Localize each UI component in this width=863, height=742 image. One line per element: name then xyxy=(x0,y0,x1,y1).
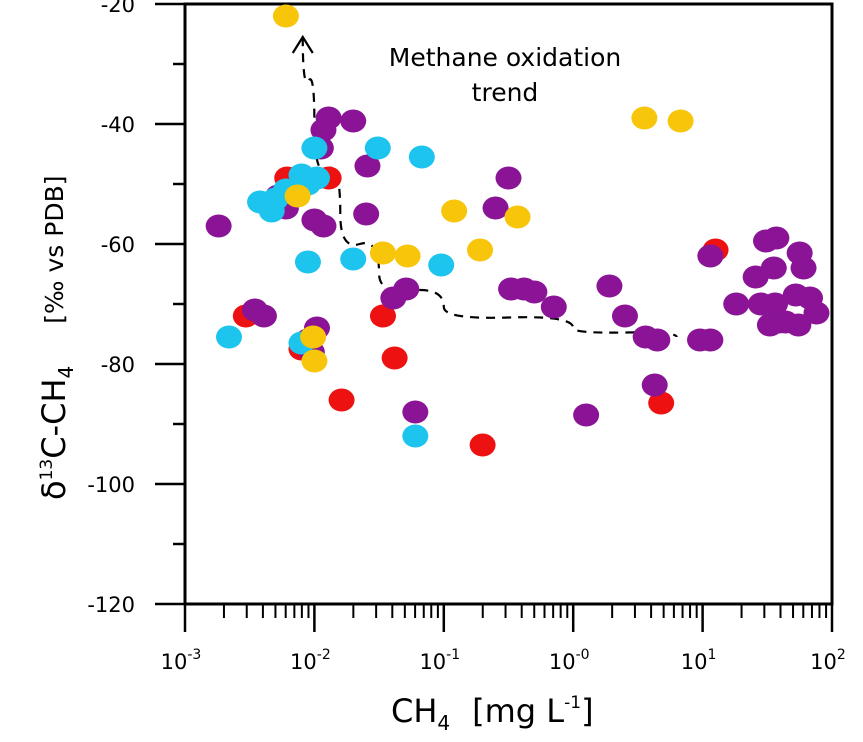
y-tick-label-3: -80 xyxy=(101,353,135,377)
point-purple-18 xyxy=(402,400,429,424)
point-red-5 xyxy=(381,346,408,370)
point-purple-17 xyxy=(393,277,420,301)
point-red-6 xyxy=(369,304,396,328)
x-tick-base: 10 xyxy=(290,650,317,674)
point-purple-25 xyxy=(573,403,600,427)
point-red-7 xyxy=(469,433,496,457)
point-purple-29 xyxy=(644,328,671,352)
point-yellow-4 xyxy=(441,199,468,223)
y-tick-label-1: -40 xyxy=(101,113,135,137)
point-yellow-1 xyxy=(284,184,311,208)
x-tick-label-2: 10-1 xyxy=(419,647,460,674)
annotation-line-1: Methane oxidation xyxy=(389,43,621,72)
point-purple-12 xyxy=(301,208,328,232)
point-cyan-14 xyxy=(340,247,367,271)
x-tick-exponent: -1 xyxy=(446,647,460,663)
point-cyan-9 xyxy=(408,145,435,169)
point-yellow-9 xyxy=(631,106,658,130)
point-purple-43 xyxy=(785,313,812,337)
x-axis-title: CH4 [mg L-1] xyxy=(391,692,594,735)
y-axis-title: δ13C-CH4 [‰ vs PDB] xyxy=(35,176,78,501)
point-yellow-3 xyxy=(394,244,421,268)
point-purple-49 xyxy=(762,292,789,316)
x-tick-base: 10 xyxy=(549,650,576,674)
point-red-8 xyxy=(648,391,675,415)
point-purple-0 xyxy=(205,214,232,238)
point-yellow-6 xyxy=(504,205,531,229)
y-tick-label-2: -60 xyxy=(101,233,135,257)
y-axis-title-subscript: 4 xyxy=(54,366,78,379)
y-axis-tick-labels: -20 -40 -60 -80 -100 -120 xyxy=(87,0,135,617)
point-yellow-0 xyxy=(272,4,299,28)
y-tick-label-4: -100 xyxy=(87,473,135,497)
point-cyan-13 xyxy=(294,250,321,274)
point-purple-30 xyxy=(641,373,668,397)
x-tick-label-1: 10-2 xyxy=(290,647,331,674)
annotation-line-2: trend xyxy=(472,78,539,107)
point-yellow-2 xyxy=(369,241,396,265)
point-purple-27 xyxy=(611,304,638,328)
x-axis-title-unit-close: ] xyxy=(581,692,593,730)
point-purple-32 xyxy=(697,328,724,352)
point-cyan-11 xyxy=(402,424,429,448)
point-cyan-10 xyxy=(428,253,455,277)
data-points xyxy=(205,4,830,457)
x-axis-title-unit-exponent: -1 xyxy=(564,693,581,713)
point-purple-10 xyxy=(353,202,380,226)
point-purple-23 xyxy=(521,280,548,304)
point-cyan-0 xyxy=(301,136,328,160)
x-axis-title-main: CH xyxy=(391,692,437,730)
point-purple-46 xyxy=(803,301,830,325)
x-axis-title-unit: [mg L xyxy=(472,692,564,730)
x-axis-tick-labels: 10-3 10-2 10-1 10-0 101 102 xyxy=(161,647,846,674)
point-purple-9 xyxy=(354,154,381,178)
point-yellow-7 xyxy=(300,325,327,349)
x-tick-exponent: 1 xyxy=(708,647,717,663)
trend-arrowhead xyxy=(291,34,314,54)
x-axis-minor-ticks xyxy=(222,604,828,618)
point-cyan-12 xyxy=(215,325,242,349)
y-axis-title-delta: δ xyxy=(35,480,73,500)
point-purple-26 xyxy=(596,274,623,298)
x-tick-exponent: -3 xyxy=(187,647,201,663)
point-purple-38 xyxy=(760,256,787,280)
x-tick-label-4: 101 xyxy=(681,647,717,674)
y-tick-label-5: -120 xyxy=(87,593,135,617)
x-tick-base: 10 xyxy=(681,650,708,674)
point-purple-7 xyxy=(315,106,342,130)
point-purple-24 xyxy=(540,295,567,319)
point-purple-8 xyxy=(340,109,367,133)
point-yellow-8 xyxy=(301,349,328,373)
x-tick-exponent: -2 xyxy=(317,647,331,663)
point-purple-34 xyxy=(723,292,750,316)
point-purple-20 xyxy=(482,196,509,220)
axis-major-ticks xyxy=(155,2,834,632)
x-tick-base: 10 xyxy=(419,650,446,674)
x-tick-base: 10 xyxy=(810,650,837,674)
y-axis-title-main: C-CH xyxy=(35,378,73,458)
y-tick-label-0: -20 xyxy=(101,0,135,17)
x-axis-title-subscript: 4 xyxy=(437,711,450,735)
point-cyan-7 xyxy=(258,199,285,223)
point-purple-19 xyxy=(495,166,522,190)
x-tick-label-0: 10-3 xyxy=(161,647,202,674)
x-tick-exponent: 2 xyxy=(837,647,846,663)
point-red-4 xyxy=(328,388,355,412)
point-purple-33 xyxy=(697,244,724,268)
point-purple-2 xyxy=(250,304,277,328)
point-cyan-6 xyxy=(288,163,315,187)
point-purple-48 xyxy=(786,241,813,265)
y-axis-title-superscript: 13 xyxy=(37,459,57,481)
y-axis-title-unit: [‰ vs PDB] xyxy=(40,176,69,324)
x-tick-label-3: 10-0 xyxy=(549,647,590,674)
x-tick-exponent: -0 xyxy=(576,647,590,663)
point-purple-37 xyxy=(763,226,790,250)
x-tick-base: 10 xyxy=(161,650,188,674)
x-tick-label-5: 102 xyxy=(810,647,846,674)
point-cyan-8 xyxy=(364,136,391,160)
point-yellow-10 xyxy=(667,109,694,133)
point-yellow-5 xyxy=(467,238,494,262)
